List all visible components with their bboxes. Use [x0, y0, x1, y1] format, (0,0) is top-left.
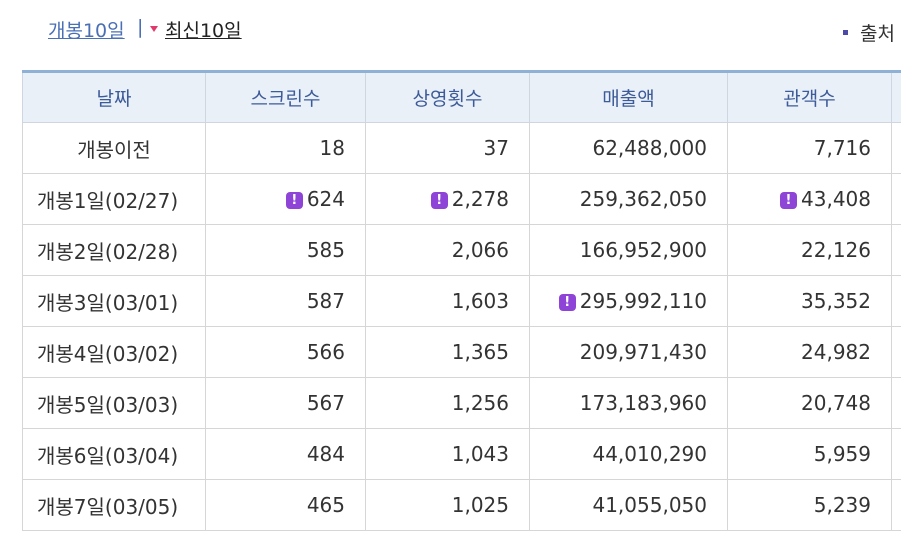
header-extra — [891, 71, 901, 123]
cell-screens: 566 — [205, 326, 366, 378]
cell-date: 개봉6일(03/04) — [22, 428, 206, 480]
cell-date: 개봉4일(03/02) — [22, 326, 206, 378]
cell-sales: ! 295,992,110 — [529, 275, 728, 327]
cell-date: 개봉5일(03/03) — [22, 377, 206, 429]
top-bar: 개봉10일 | 최신10일 출처 — [0, 0, 901, 60]
table-row: 개봉3일(03/01) 587 1,603 ! 295,992,110 35,35… — [22, 275, 901, 327]
header-sales: 매출액 — [529, 71, 728, 123]
cell-sales: 44,010,290 — [529, 428, 728, 480]
cell-screens: 585 — [205, 224, 366, 276]
cell-audience: 7,716 — [727, 122, 892, 174]
cell-audience: 24,982 — [727, 326, 892, 378]
cell-extra — [891, 479, 901, 531]
header-audience: 관객수 — [727, 71, 892, 123]
cell-date: 개봉7일(03/05) — [22, 479, 206, 531]
cell-date: 개봉3일(03/01) — [22, 275, 206, 327]
cell-screens: 18 — [205, 122, 366, 174]
cell-audience: 5,239 — [727, 479, 892, 531]
cell-date: 개봉2일(02/28) — [22, 224, 206, 276]
cell-shows: 2,066 — [365, 224, 530, 276]
cell-value: 295,992,110 — [579, 289, 707, 313]
cell-value: 2,278 — [451, 187, 509, 211]
tab-first-10-days[interactable]: 개봉10일 — [48, 20, 125, 42]
cell-audience: 35,352 — [727, 275, 892, 327]
cell-date: 개봉1일(02/27) — [22, 173, 206, 225]
cell-audience: 20,748 — [727, 377, 892, 429]
cell-sales: 173,183,960 — [529, 377, 728, 429]
table-row: 개봉5일(03/03) 567 1,256 173,183,960 20,748 — [22, 377, 901, 429]
table-row: 개봉4일(03/02) 566 1,365 209,971,430 24,982 — [22, 326, 901, 378]
cell-screens: 567 — [205, 377, 366, 429]
cell-extra — [891, 377, 901, 429]
header-date: 날짜 — [22, 71, 206, 123]
caret-down-icon — [150, 26, 158, 32]
cell-shows: 1,603 — [365, 275, 530, 327]
header-shows: 상영횟수 — [365, 71, 530, 123]
cell-shows: 1,025 — [365, 479, 530, 531]
record-badge-icon: ! — [285, 192, 303, 209]
cell-audience: ! 43,408 — [727, 173, 892, 225]
cell-value: 624 — [306, 187, 345, 211]
cell-extra — [891, 122, 901, 174]
table-header-row: 날짜 스크린수 상영횟수 매출액 관객수 — [22, 71, 901, 123]
cell-extra — [891, 224, 901, 276]
cell-screens: ! 624 — [205, 173, 366, 225]
box-office-table: 날짜 스크린수 상영횟수 매출액 관객수 개봉이전 18 37 62,488,0… — [22, 70, 901, 531]
cell-sales: 166,952,900 — [529, 224, 728, 276]
cell-date: 개봉이전 — [22, 122, 206, 174]
cell-audience: 5,959 — [727, 428, 892, 480]
cell-shows: 1,365 — [365, 326, 530, 378]
cell-extra — [891, 275, 901, 327]
cell-extra — [891, 173, 901, 225]
cell-extra — [891, 428, 901, 480]
bullet-icon — [843, 30, 848, 35]
record-badge-icon: ! — [780, 192, 798, 209]
table-row: 개봉7일(03/05) 465 1,025 41,055,050 5,239 — [22, 479, 901, 531]
cell-shows: 37 — [365, 122, 530, 174]
cell-sales: 209,971,430 — [529, 326, 728, 378]
source-label: 출처 — [860, 23, 895, 45]
cell-screens: 587 — [205, 275, 366, 327]
cell-extra — [891, 326, 901, 378]
cell-sales: 62,488,000 — [529, 122, 728, 174]
cell-shows: 1,256 — [365, 377, 530, 429]
header-screens: 스크린수 — [205, 71, 366, 123]
cell-sales: 41,055,050 — [529, 479, 728, 531]
table-row: 개봉2일(02/28) 585 2,066 166,952,900 22,126 — [22, 224, 901, 276]
box-office-table-container[interactable]: 날짜 스크린수 상영횟수 매출액 관객수 개봉이전 18 37 62,488,0… — [22, 70, 901, 540]
tab-separator: | — [137, 16, 144, 38]
table-row: 개봉이전 18 37 62,488,000 7,716 — [22, 122, 901, 174]
tab-recent-10-days[interactable]: 최신10일 — [165, 20, 242, 42]
table-row: 개봉1일(02/27) ! 624 ! 2,278 259,362,050 ! 43,… — [22, 173, 901, 225]
cell-sales: 259,362,050 — [529, 173, 728, 225]
cell-audience: 22,126 — [727, 224, 892, 276]
record-badge-icon: ! — [430, 192, 448, 209]
cell-shows: 1,043 — [365, 428, 530, 480]
cell-value: 43,408 — [801, 187, 871, 211]
cell-screens: 484 — [205, 428, 366, 480]
record-badge-icon: ! — [558, 294, 576, 311]
table-row: 개봉6일(03/04) 484 1,043 44,010,290 5,959 — [22, 428, 901, 480]
cell-shows: ! 2,278 — [365, 173, 530, 225]
cell-screens: 465 — [205, 479, 366, 531]
